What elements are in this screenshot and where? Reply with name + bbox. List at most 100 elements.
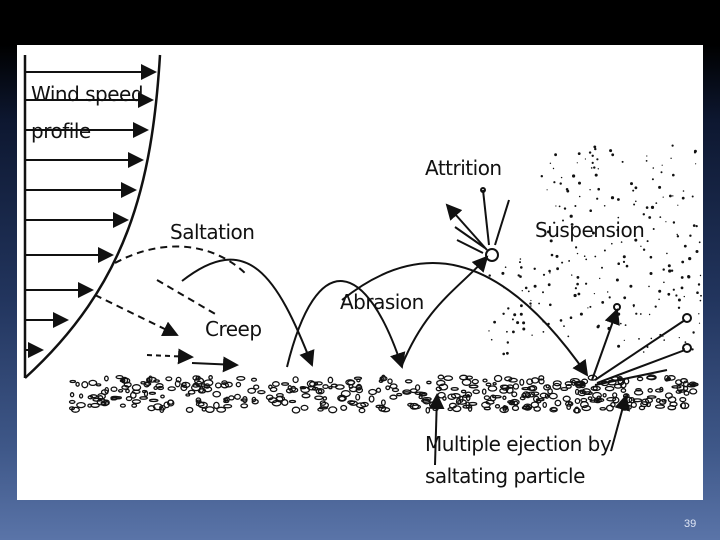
ground-grain	[185, 393, 191, 397]
ground-grain	[574, 388, 580, 396]
dust-particle	[597, 187, 600, 191]
ground-grain	[659, 386, 664, 393]
ground-grain	[494, 404, 501, 409]
ground-grain	[683, 390, 690, 396]
dust-particle	[660, 171, 663, 174]
ground-grain	[542, 401, 548, 408]
dust-particle	[519, 261, 521, 264]
dust-particle	[538, 302, 540, 305]
ground-grain	[338, 395, 346, 402]
ground-grain	[116, 396, 122, 400]
dust-particle	[520, 266, 523, 269]
ground-grain	[635, 387, 642, 392]
ground-grain	[512, 383, 520, 390]
dust-particle	[547, 230, 550, 234]
ground-grain	[197, 388, 207, 394]
dust-particle	[635, 312, 638, 315]
dust-particle	[591, 231, 595, 235]
ground-grain	[679, 378, 688, 384]
ground-grain	[165, 376, 173, 382]
dust-particle	[587, 307, 589, 309]
ground-grain	[481, 401, 491, 409]
dust-particle	[576, 162, 578, 164]
ground-grain	[214, 382, 222, 389]
ground-grain	[155, 383, 164, 389]
dust-particle	[594, 147, 597, 151]
dust-particle	[689, 315, 692, 317]
ground-grain	[422, 396, 432, 402]
dust-particle	[547, 322, 550, 326]
dust-particle	[584, 158, 587, 160]
ground-grain	[560, 386, 569, 392]
dust-particle	[654, 305, 657, 308]
dust-particle	[603, 249, 606, 252]
ground-grain	[428, 401, 438, 408]
ground-grain	[70, 406, 80, 413]
dust-particle	[611, 242, 613, 245]
dust-particle	[675, 294, 678, 297]
dust-particle	[575, 246, 578, 249]
dust-particle	[554, 153, 557, 157]
ground-grain	[328, 406, 338, 414]
dust-particle	[658, 185, 662, 189]
ground-grain	[180, 381, 191, 389]
dust-particle	[585, 282, 588, 285]
ground-grain	[527, 391, 536, 398]
dust-particle	[578, 195, 581, 198]
ground-grain	[291, 406, 301, 414]
dust-particle	[549, 272, 551, 274]
ground-grain	[664, 374, 670, 382]
ground-grain	[492, 382, 497, 386]
ground-grain	[689, 388, 698, 395]
ground-grain	[340, 404, 348, 411]
dust-particle	[698, 313, 700, 315]
ground-grain	[289, 387, 299, 393]
ground-grain	[322, 396, 328, 401]
dust-particle	[678, 337, 680, 339]
ground-grain	[460, 389, 467, 394]
ground-grain	[612, 392, 618, 398]
dust-particle	[645, 160, 648, 162]
ground-grain	[499, 406, 509, 414]
ground-grain	[306, 380, 316, 388]
ground-grain	[292, 376, 299, 384]
ground-grain	[448, 402, 457, 409]
dust-particle	[649, 272, 653, 275]
dust-particle	[658, 298, 660, 301]
ground-grain	[468, 401, 478, 406]
dust-particle	[620, 322, 622, 325]
ground-grain	[300, 404, 309, 411]
dust-particle	[662, 268, 665, 271]
ground-grain	[253, 384, 260, 390]
ground-grain	[76, 401, 86, 409]
ground-grain	[208, 375, 213, 380]
dust-particle	[576, 276, 580, 279]
ground-grain	[212, 390, 222, 398]
dust-particle	[691, 348, 694, 351]
ground-grain	[562, 395, 571, 403]
dust-particle	[645, 206, 649, 209]
dust-particle	[666, 252, 668, 255]
ground-grain	[185, 406, 194, 413]
ground-grain	[636, 376, 644, 382]
dust-particle	[507, 307, 510, 310]
dust-particle	[566, 189, 570, 193]
dust-particle	[634, 186, 638, 190]
dust-particle	[593, 293, 596, 295]
dust-particle	[615, 278, 619, 282]
dust-particle	[695, 225, 698, 228]
ground-grain	[587, 396, 593, 401]
dust-particle	[652, 167, 655, 169]
dust-particle	[692, 224, 696, 227]
dust-particle	[652, 228, 655, 230]
ground-grain	[125, 396, 133, 402]
ground-grain	[587, 374, 598, 381]
ground-grain	[426, 380, 432, 385]
dust-particle	[594, 173, 598, 177]
ground-grain	[450, 386, 459, 391]
ground-grain	[485, 382, 492, 387]
ground-grain	[250, 377, 258, 382]
dust-particle	[648, 313, 651, 316]
dust-particle	[549, 162, 552, 164]
ground-grain	[519, 396, 526, 401]
